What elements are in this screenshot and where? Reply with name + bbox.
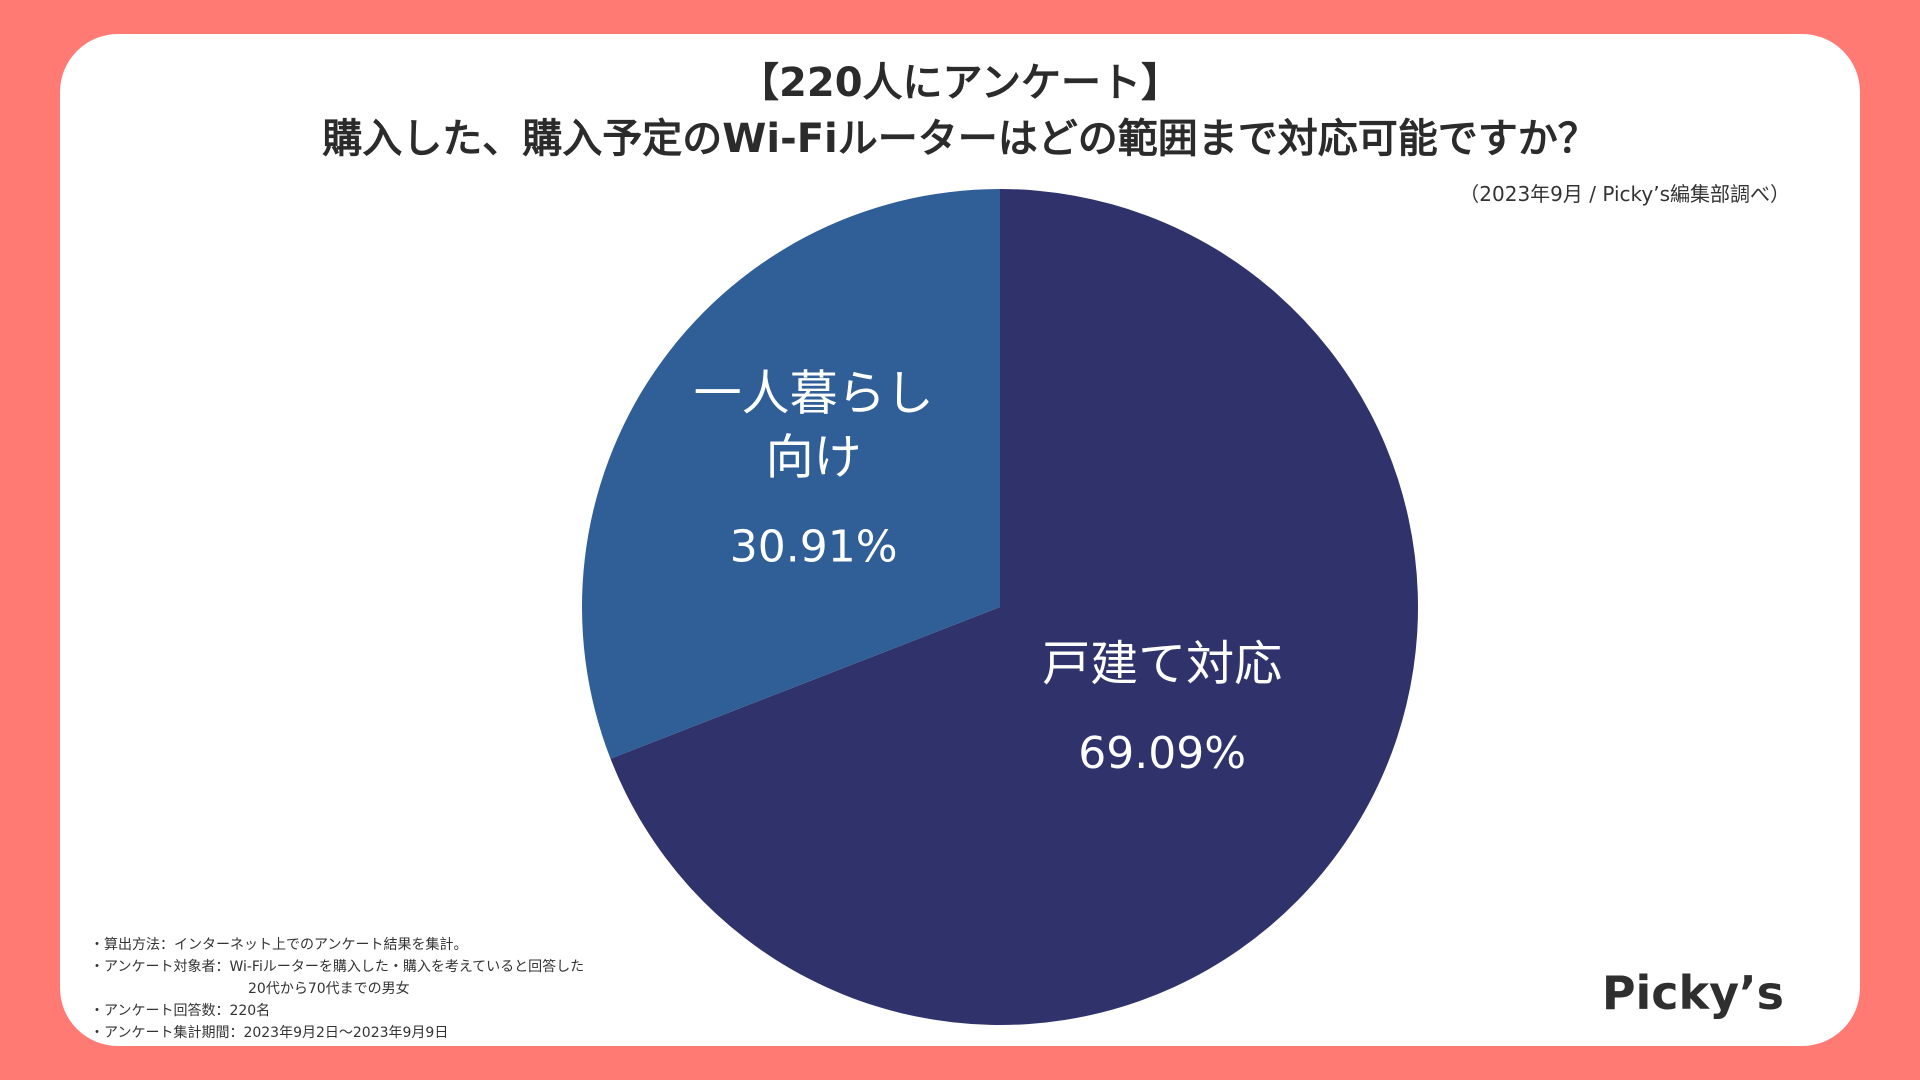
chart-title-line2: 購入した、購入予定のWi-Fiルーターはどの範囲まで対応可能ですか？ [322, 116, 1598, 162]
note-method: ・算出方法：インターネット上でのアンケート結果を集計。 [90, 937, 468, 953]
note-respondents: ・アンケート回答数：220名 [90, 1003, 271, 1019]
slice-value-1: 30.91% [730, 522, 898, 573]
pie-slice-1 [582, 189, 1000, 759]
slice-label-1-line1: 一人暮らし [694, 366, 934, 422]
survey-notes: ・算出方法：インターネット上でのアンケート結果を集計。 ・アンケート対象者：Wi… [90, 934, 584, 1044]
picky-logo: Picky’s [1601, 966, 1784, 1020]
slice-label-1-line2: 向け [766, 430, 862, 486]
slice-value-0: 69.09% [1078, 728, 1246, 779]
note-target-continued: 20代から70代までの男女 [248, 981, 410, 997]
source-note: （2023年9月 / Picky’s編集部調べ） [1459, 182, 1790, 206]
note-target: ・アンケート対象者：Wi-Fiルーターを購入した・購入を考えていると回答した [90, 959, 585, 975]
slice-label-0-line1: 戸建て対応 [1042, 636, 1282, 692]
pie-slice-0 [610, 189, 1418, 1025]
chart-title-line1: 【220人にアンケート】 [739, 60, 1181, 106]
note-period: ・アンケート集計期間：2023年9月2日〜2023年9月9日 [90, 1025, 449, 1041]
